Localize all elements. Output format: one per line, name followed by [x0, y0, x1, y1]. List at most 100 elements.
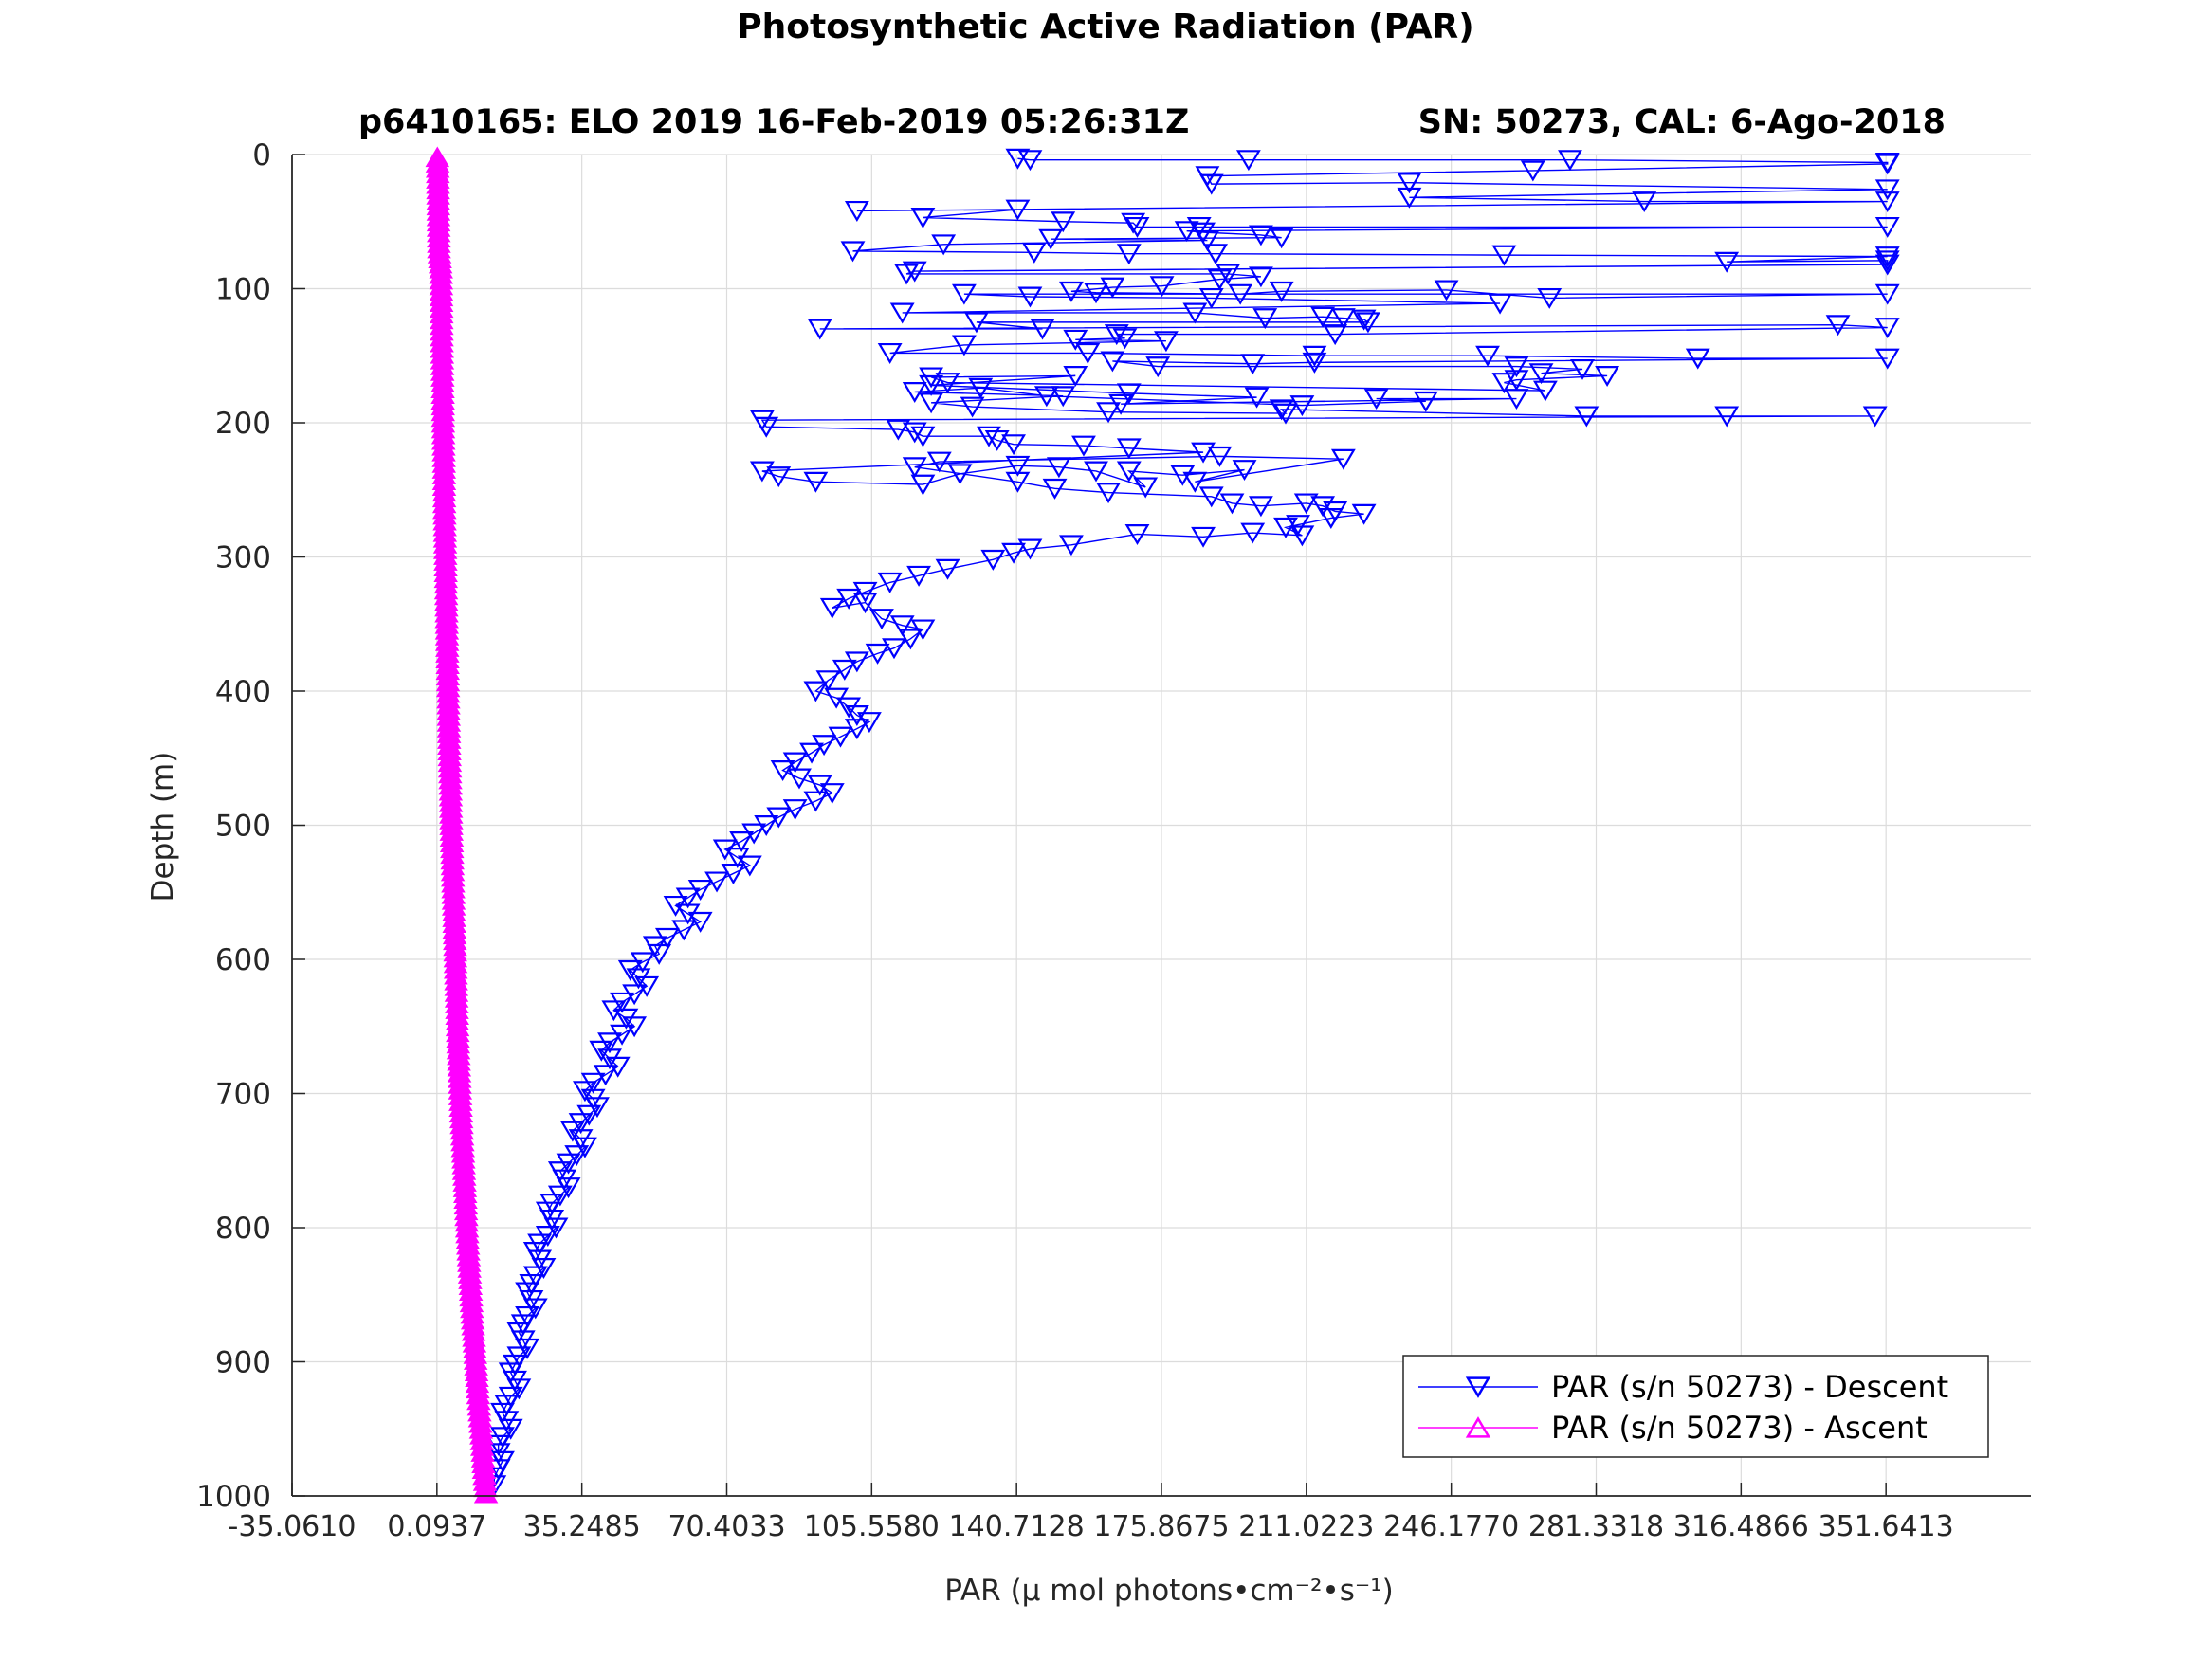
data-point	[1116, 461, 1142, 483]
data-point	[840, 241, 866, 263]
data-point	[1874, 191, 1900, 213]
data-point	[894, 264, 919, 285]
data-point	[1207, 269, 1233, 291]
data-point	[1240, 522, 1266, 544]
data-point	[1269, 399, 1294, 421]
data-point	[1434, 280, 1459, 301]
data-point	[882, 638, 906, 660]
data-point	[770, 760, 795, 782]
data-point	[1170, 465, 1196, 486]
y-tick-label: 200	[215, 407, 271, 441]
data-point	[782, 799, 808, 821]
data-point	[877, 572, 903, 593]
legend-entry-ascent: PAR (s/n 50273) - Ascent	[1418, 1410, 1928, 1446]
x-axis-label: PAR (μ mol photons•cm⁻²•s⁻¹)	[944, 1574, 1393, 1608]
data-point	[1063, 366, 1088, 387]
data-point	[729, 831, 755, 852]
data-point	[919, 374, 944, 396]
tick-labels: -35.0610 0.0937 35.2485 70.4033 105.5580 140.…	[196, 138, 1954, 1543]
data-point	[1017, 538, 1043, 560]
data-point	[1046, 457, 1071, 479]
data-point	[1310, 496, 1336, 518]
data-point	[1248, 496, 1273, 518]
data-point	[1874, 254, 1900, 276]
data-point	[951, 283, 977, 305]
data-point	[1330, 308, 1356, 330]
data-point	[886, 419, 911, 441]
data-point	[721, 863, 746, 884]
data-point	[1017, 286, 1043, 308]
data-point	[1005, 471, 1031, 493]
data-point	[1228, 283, 1253, 305]
data-point	[856, 712, 882, 734]
data-point	[1293, 493, 1319, 515]
data-point	[1001, 542, 1026, 564]
y-tick-label: 900	[215, 1346, 271, 1380]
y-tick-label: 300	[215, 541, 271, 575]
data-point	[1318, 508, 1344, 529]
data-point	[1051, 211, 1076, 233]
data-point	[1100, 351, 1125, 373]
data-point	[1714, 406, 1740, 428]
y-tick-label: 700	[215, 1078, 271, 1112]
data-point	[968, 377, 994, 399]
data-point	[1685, 348, 1710, 370]
data-point	[787, 768, 812, 790]
legend-label-descent: PAR (s/n 50273) - Descent	[1551, 1369, 1948, 1405]
data-point	[1084, 283, 1108, 304]
data-point	[754, 416, 779, 438]
data-point	[1096, 483, 1121, 504]
data-point	[1558, 150, 1582, 172]
data-point	[1021, 242, 1047, 264]
data-point	[1059, 535, 1084, 556]
data-point	[803, 681, 829, 702]
data-point	[1330, 448, 1356, 470]
data-point	[1351, 503, 1377, 525]
data-point	[865, 643, 890, 665]
data-point	[1874, 318, 1900, 339]
data-point	[1191, 442, 1216, 464]
data-point	[704, 871, 729, 893]
data-point	[1063, 329, 1088, 351]
data-point	[1075, 342, 1101, 364]
data-point	[1248, 225, 1273, 246]
y-tick-label: 400	[215, 675, 271, 709]
data-point	[766, 466, 792, 488]
data-point	[1133, 477, 1159, 499]
y-axis-label: Depth (m)	[146, 752, 180, 902]
series-ascent	[425, 146, 499, 1504]
series-line	[493, 157, 1889, 1486]
data-point	[647, 943, 672, 965]
data-point	[844, 200, 869, 222]
data-point	[1030, 319, 1055, 340]
data-point	[1059, 281, 1084, 302]
data-point	[1174, 221, 1199, 243]
axes	[291, 154, 2031, 1497]
legend-entry-descent: PAR (s/n 50273) - Descent	[1418, 1369, 1948, 1405]
data-point	[1504, 389, 1529, 410]
data-point	[1182, 471, 1208, 493]
data-point	[1302, 345, 1327, 367]
data-point	[803, 471, 829, 493]
data-point	[844, 705, 869, 726]
legend-marker-ascent	[1465, 1416, 1491, 1438]
data-point	[1121, 212, 1146, 234]
data-point	[1862, 406, 1888, 428]
data-point	[910, 426, 936, 447]
data-point	[1532, 380, 1558, 402]
x-tick-label: 175.8675	[1093, 1510, 1229, 1543]
data-point	[1537, 287, 1563, 309]
data-point	[902, 457, 927, 479]
data-point	[931, 234, 957, 256]
data-point	[1302, 352, 1327, 374]
data-point	[1273, 517, 1298, 538]
data-point	[902, 261, 927, 283]
data-point	[1198, 287, 1224, 309]
legend-marker-descent	[1465, 1376, 1491, 1398]
data-point	[1244, 387, 1270, 409]
data-point	[749, 461, 775, 483]
data-point	[1397, 187, 1422, 209]
data-point	[869, 609, 894, 630]
data-point	[1203, 244, 1229, 265]
